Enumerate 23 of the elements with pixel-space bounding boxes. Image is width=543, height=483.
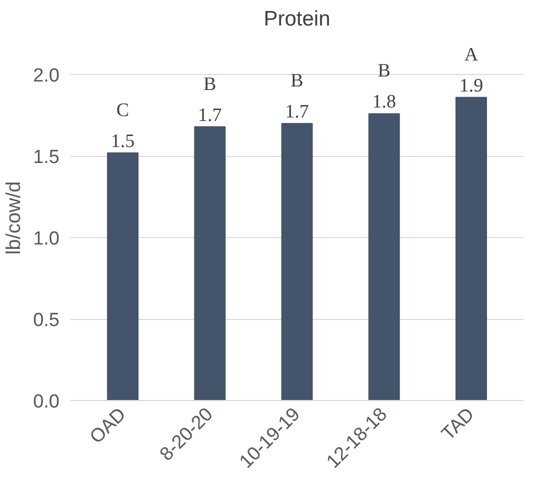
annotation: A <box>464 44 478 66</box>
y-tick-label: 1.5 <box>33 147 60 168</box>
data-label: 1.9 <box>459 75 484 96</box>
annotation: B <box>290 70 304 92</box>
bar <box>194 126 226 400</box>
annotation: B <box>204 74 216 95</box>
bar <box>281 122 313 400</box>
data-label: 1.7 <box>285 101 309 122</box>
data-label: 1.7 <box>198 104 222 126</box>
annotation: B <box>378 60 390 82</box>
bar <box>368 113 400 400</box>
data-label: 1.8 <box>372 92 396 113</box>
annotation: C <box>116 100 130 121</box>
y-tick-label: 0.0 <box>33 392 60 412</box>
y-tick-label: 0.5 <box>33 310 60 332</box>
bar <box>455 96 487 400</box>
y-axis-title: lb/cow/d <box>3 181 26 255</box>
bar <box>107 152 139 400</box>
y-tick-label: 2.0 <box>33 66 60 87</box>
x-tick-label: TAD <box>438 404 479 445</box>
chart-title: Protein <box>264 8 330 30</box>
data-label: 1.5 <box>110 130 135 152</box>
y-tick-label: 1.0 <box>33 228 60 250</box>
